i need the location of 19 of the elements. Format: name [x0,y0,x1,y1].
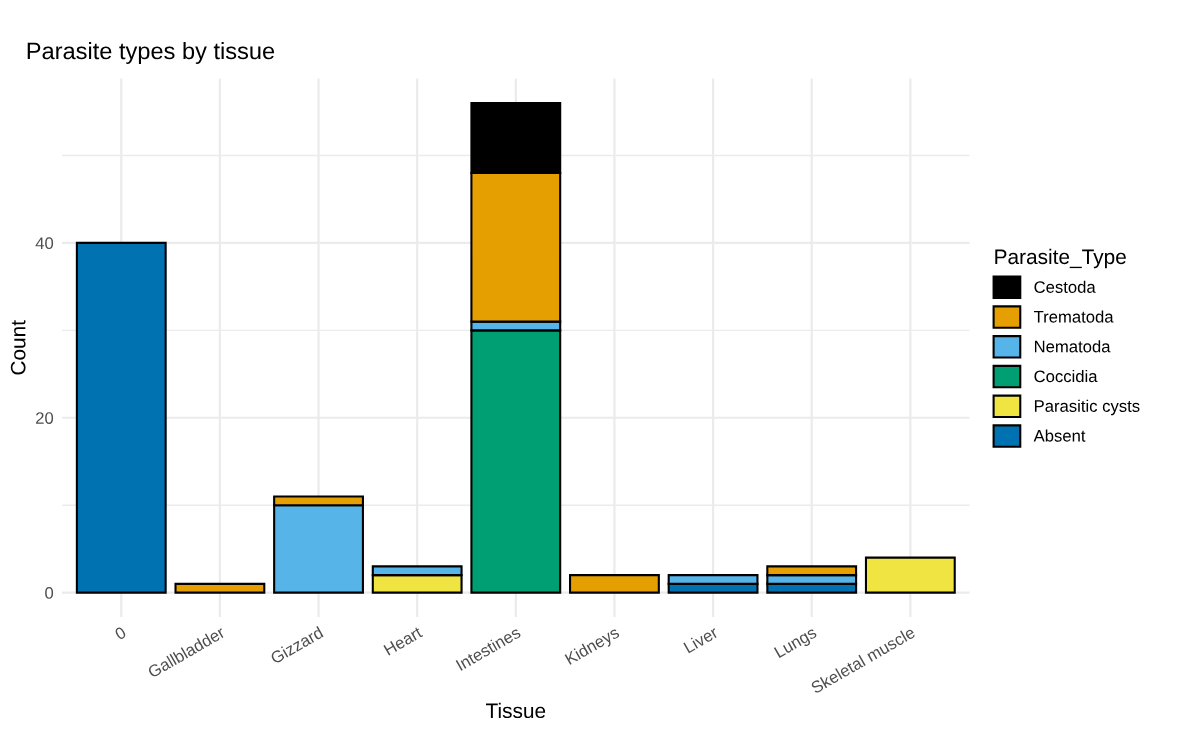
y-tick-label: 40 [35,237,54,250]
bar [864,556,956,594]
y-tick-label: 20 [36,412,54,424]
bar [75,241,167,594]
x-tick-label: 0 [114,626,127,641]
legend-label: Trematoda [1033,310,1114,323]
legend-label: Parasitic cysts [1034,399,1140,416]
legend-label: Coccidia [1034,369,1098,383]
legend-label: Nematoda [1034,340,1111,353]
legend-title: Parasite_Type [995,248,1126,269]
x-tick-label: Liver [682,625,719,654]
chart-title: Parasite types by tissue [27,41,275,64]
x-axis-title: Tissue [485,702,546,719]
bar [174,582,266,594]
legend-label: Absent [1033,429,1086,442]
bar [569,574,660,594]
y-tick-label: 0 [45,587,54,599]
y-axis-title: Count [10,320,26,375]
legend-label: Cestoda [1034,280,1096,293]
